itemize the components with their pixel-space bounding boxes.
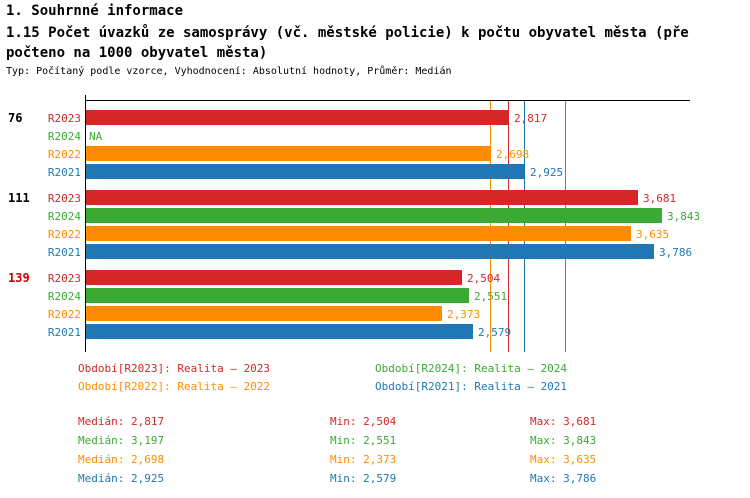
bar-series-label: R2021 (47, 166, 81, 179)
stat-max: Max: 3,681 (530, 415, 597, 428)
category-axis-line (85, 95, 86, 352)
stat-max: Max: 3,786 (530, 472, 597, 485)
bar-value-label: 2,698 (496, 148, 530, 161)
bar-value-label: NA (89, 130, 103, 143)
bar-series-label: R2021 (47, 326, 81, 339)
chart-subtitle: Typ: Počítaný podle vzorce, Vyhodnocení:… (6, 66, 452, 77)
bar-value-label: 3,681 (643, 192, 677, 205)
stat-median: Medián: 3,197 (78, 434, 165, 447)
bar-value-label: 2,373 (447, 308, 481, 321)
bar-value-label: 2,925 (530, 166, 564, 179)
bar-series-label: R2022 (47, 308, 81, 321)
chart-title: 1.15 Počet úvazků ze samosprávy (vč. měs… (6, 25, 689, 61)
bar-value-label: 3,843 (667, 210, 701, 223)
bar (86, 164, 525, 179)
bar (86, 244, 654, 259)
legend-item-r2023: Období[R2023]: Realita – 2023 (78, 362, 271, 375)
bar (86, 146, 491, 161)
bar (86, 306, 442, 321)
legend-item-r2024: Období[R2024]: Realita – 2024 (375, 362, 568, 375)
section-title: 1. Souhrnné informace (6, 3, 184, 19)
bar-value-label: 2,817 (514, 112, 548, 125)
bar-value-label: 3,635 (636, 228, 670, 241)
bar-series-label: R2024 (47, 290, 81, 303)
bar-series-label: R2024 (47, 130, 81, 143)
bar-series-label: R2023 (47, 272, 81, 285)
legend-item-r2022: Období[R2022]: Realita – 2022 (78, 380, 271, 393)
bar-series-label: R2023 (47, 112, 81, 125)
bar (86, 288, 469, 303)
bar (86, 324, 473, 339)
bar (86, 270, 462, 285)
bar-value-label: 2,504 (467, 272, 501, 285)
stat-min: Min: 2,551 (330, 434, 397, 447)
bar (86, 190, 638, 205)
bar-value-label: 3,786 (659, 246, 693, 259)
group-label: 139 (8, 271, 30, 285)
bar-series-label: R2022 (47, 228, 81, 241)
bar-series-label: R2023 (47, 192, 81, 205)
group-label: 111 (8, 191, 30, 205)
stat-median: Medián: 2,925 (78, 472, 165, 485)
stat-median: Medián: 2,698 (78, 453, 165, 466)
bar (86, 110, 509, 125)
bar-series-label: R2024 (47, 210, 81, 223)
stat-min: Min: 2,373 (330, 453, 397, 466)
stat-min: Min: 2,504 (330, 415, 397, 428)
stat-median: Medián: 2,817 (78, 415, 165, 428)
stat-max: Max: 3,843 (530, 434, 597, 447)
bar (86, 208, 662, 223)
legend-item-r2021: Období[R2021]: Realita – 2021 (375, 380, 568, 393)
bar-value-label: 2,551 (474, 290, 508, 303)
stat-max: Max: 3,635 (530, 453, 597, 466)
value-axis-line (85, 100, 690, 101)
group-label: 76 (8, 111, 23, 125)
bar-value-label: 2,579 (478, 326, 512, 339)
bar-series-label: R2022 (47, 148, 81, 161)
bar (86, 226, 631, 241)
stat-min: Min: 2,579 (330, 472, 397, 485)
bar-series-label: R2021 (47, 246, 81, 259)
